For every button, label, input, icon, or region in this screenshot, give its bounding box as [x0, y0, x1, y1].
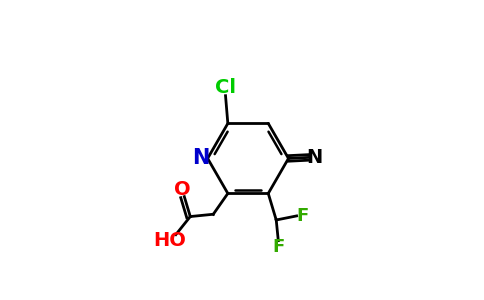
Text: F: F [272, 238, 285, 256]
Text: HO: HO [153, 231, 186, 250]
Text: F: F [296, 207, 308, 225]
Text: N: N [306, 148, 323, 167]
Text: O: O [174, 180, 190, 199]
Text: Cl: Cl [215, 78, 236, 97]
Text: N: N [193, 148, 210, 168]
